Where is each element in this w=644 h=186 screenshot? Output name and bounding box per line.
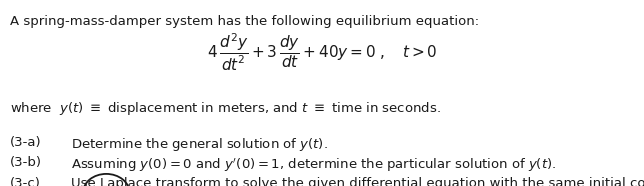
Text: A spring-mass-damper system has the following equilibrium equation:: A spring-mass-damper system has the foll… [10,15,478,28]
Text: Assuming $y(0) = 0$ and $y'(0) = 1$, determine the particular solution of $y(t)$: Assuming $y(0) = 0$ and $y'(0) = 1$, det… [71,156,556,174]
Text: Use Laplace transform to solve the given differential equation with the same ini: Use Laplace transform to solve the given… [71,177,644,186]
Text: $4\,\dfrac{d^2y}{dt^2} + 3\,\dfrac{dy}{dt} + 40y = 0 \;,\quad t > 0$: $4\,\dfrac{d^2y}{dt^2} + 3\,\dfrac{dy}{d… [207,31,437,73]
Text: (3-c): (3-c) [10,177,41,186]
Text: where  $y(t)$ $\equiv$ displacement in meters, and $t$ $\equiv$ time in seconds.: where $y(t)$ $\equiv$ displacement in me… [10,100,440,117]
Text: (3-b): (3-b) [10,156,42,169]
Text: Determine the general solution of $y(t)$.: Determine the general solution of $y(t)$… [71,136,328,153]
Text: $(3\text{-}b)$: $(3\text{-}b)$ [87,184,126,186]
Text: (3-a): (3-a) [10,136,41,149]
